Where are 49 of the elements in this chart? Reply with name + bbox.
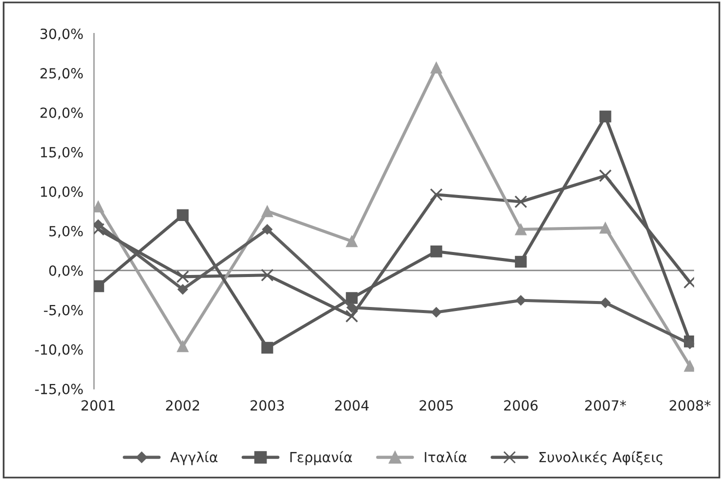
x-tick-label: 2002	[166, 400, 200, 411]
point	[514, 195, 528, 208]
point	[261, 205, 274, 218]
point	[430, 188, 443, 202]
y-tick-label: -5,0%	[44, 304, 83, 317]
point	[430, 246, 442, 258]
legend-label: Γερμανία	[290, 451, 352, 466]
x-tick-label: 2008*	[670, 400, 711, 411]
point	[431, 306, 442, 318]
x-tick-label: 2004	[335, 400, 369, 411]
y-tick-label: 30,0%	[40, 28, 83, 40]
point	[346, 302, 358, 313]
point	[176, 270, 190, 284]
point	[684, 360, 694, 372]
point	[514, 256, 527, 268]
point	[346, 235, 358, 248]
point	[516, 295, 526, 306]
x-tick-label: 2001	[82, 400, 115, 411]
point	[599, 110, 612, 122]
y-tick-label: -10,0%	[35, 344, 83, 356]
point	[430, 62, 442, 74]
y-tick-label: 15,0%	[40, 146, 83, 159]
x-tick-label: 2005	[420, 400, 453, 411]
legend-label: Ιταλία	[424, 451, 467, 462]
point	[598, 169, 612, 182]
x-tick-label: 2003	[250, 400, 284, 411]
point	[177, 284, 188, 295]
point	[262, 224, 273, 235]
point	[261, 342, 274, 354]
point	[94, 200, 104, 212]
y-tick-label: -15,0%	[35, 384, 83, 396]
point	[94, 280, 104, 292]
point	[176, 209, 189, 222]
point	[176, 340, 189, 352]
point	[599, 222, 612, 234]
y-tick-label: 10,0%	[40, 186, 83, 198]
point	[600, 298, 611, 308]
y-tick-label: 5,0%	[49, 226, 83, 238]
x-tick-label: 2006	[504, 400, 538, 411]
legend-label: Συνολικές Αφίξεις	[539, 451, 662, 466]
legend-label: Αγγλία	[170, 451, 218, 466]
point	[346, 292, 358, 304]
x-tick-label: 2007*	[585, 400, 626, 411]
y-tick-label: 0,0%	[49, 265, 83, 278]
point	[514, 223, 527, 236]
point	[345, 310, 358, 323]
point	[260, 268, 274, 282]
y-tick-label: 20,0%	[40, 108, 83, 120]
y-tick-label: 25,0%	[40, 68, 83, 80]
